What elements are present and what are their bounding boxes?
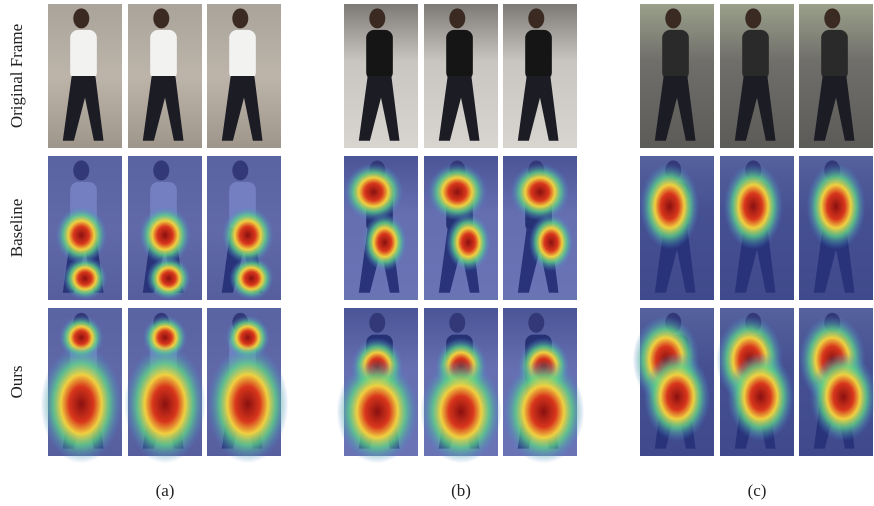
image-cell bbox=[420, 308, 501, 463]
heat-blob bbox=[207, 345, 288, 463]
person-body bbox=[742, 30, 769, 80]
image-cell bbox=[503, 156, 577, 300]
image-cell bbox=[337, 308, 418, 463]
image-cell bbox=[207, 156, 281, 300]
heat-blob bbox=[529, 214, 573, 272]
image-cell bbox=[720, 4, 794, 148]
heat-blob bbox=[503, 360, 584, 464]
heat-blob bbox=[337, 360, 418, 464]
person-body bbox=[366, 30, 393, 80]
image-cell bbox=[207, 308, 288, 463]
heat-blob bbox=[724, 163, 783, 249]
heat-blob bbox=[644, 352, 711, 441]
image-cell bbox=[633, 308, 714, 456]
image-cell bbox=[124, 308, 205, 463]
image-cell bbox=[503, 308, 584, 463]
heat-blob bbox=[222, 206, 274, 264]
image-cell bbox=[128, 4, 202, 148]
heat-blob bbox=[139, 206, 191, 264]
image-cell bbox=[640, 156, 714, 300]
caption: (b) bbox=[451, 481, 471, 500]
heat-blob bbox=[510, 163, 569, 221]
heat-blob bbox=[428, 163, 487, 221]
image-cell bbox=[41, 308, 122, 463]
image-cell bbox=[344, 156, 418, 300]
heat-blob bbox=[229, 257, 273, 300]
person-head bbox=[528, 8, 544, 28]
image-cell bbox=[799, 4, 873, 148]
person-body bbox=[525, 30, 552, 80]
image-cell bbox=[344, 4, 418, 148]
person-head bbox=[232, 8, 248, 28]
heat-blob bbox=[344, 163, 403, 221]
figure: Original Frame Baseline Ours (a) (b) (c) bbox=[0, 0, 874, 506]
person-body bbox=[662, 30, 689, 80]
image-cell bbox=[424, 156, 498, 300]
heat-blob bbox=[147, 257, 191, 300]
image-cell bbox=[503, 4, 577, 148]
person-head bbox=[665, 8, 681, 28]
image-cell bbox=[640, 4, 714, 148]
person-body bbox=[150, 30, 177, 80]
heat-blob bbox=[640, 163, 699, 249]
caption: (c) bbox=[748, 481, 767, 500]
image-cell bbox=[48, 156, 122, 300]
heat-blob bbox=[363, 214, 407, 272]
image-cell bbox=[799, 156, 873, 300]
image-cell bbox=[716, 308, 794, 456]
caption: (a) bbox=[156, 481, 175, 500]
person-body bbox=[70, 30, 97, 80]
heat-blob bbox=[420, 360, 501, 464]
row-label: Original Frame bbox=[7, 24, 26, 128]
person-head bbox=[449, 8, 465, 28]
person-body bbox=[821, 30, 848, 80]
heat-blob bbox=[124, 345, 205, 463]
person-body bbox=[446, 30, 473, 80]
heat-blob bbox=[810, 352, 874, 441]
heat-blob bbox=[727, 352, 794, 441]
image-cell bbox=[424, 4, 498, 148]
person-head bbox=[153, 8, 169, 28]
image-cell bbox=[799, 308, 874, 456]
heat-blob bbox=[63, 257, 107, 300]
heat-blob bbox=[41, 345, 122, 463]
image-cell bbox=[207, 4, 281, 148]
image-cell bbox=[720, 156, 794, 300]
person-body bbox=[229, 30, 256, 80]
person-head bbox=[369, 8, 385, 28]
person-head bbox=[745, 8, 761, 28]
heat-blob bbox=[806, 163, 865, 249]
person-head bbox=[73, 8, 89, 28]
person-head bbox=[824, 8, 840, 28]
image-cell bbox=[128, 156, 202, 300]
heat-blob bbox=[55, 206, 107, 264]
row-label: Ours bbox=[7, 365, 26, 398]
row-label: Baseline bbox=[7, 199, 26, 258]
heat-blob bbox=[446, 214, 490, 272]
image-cell bbox=[48, 4, 122, 148]
